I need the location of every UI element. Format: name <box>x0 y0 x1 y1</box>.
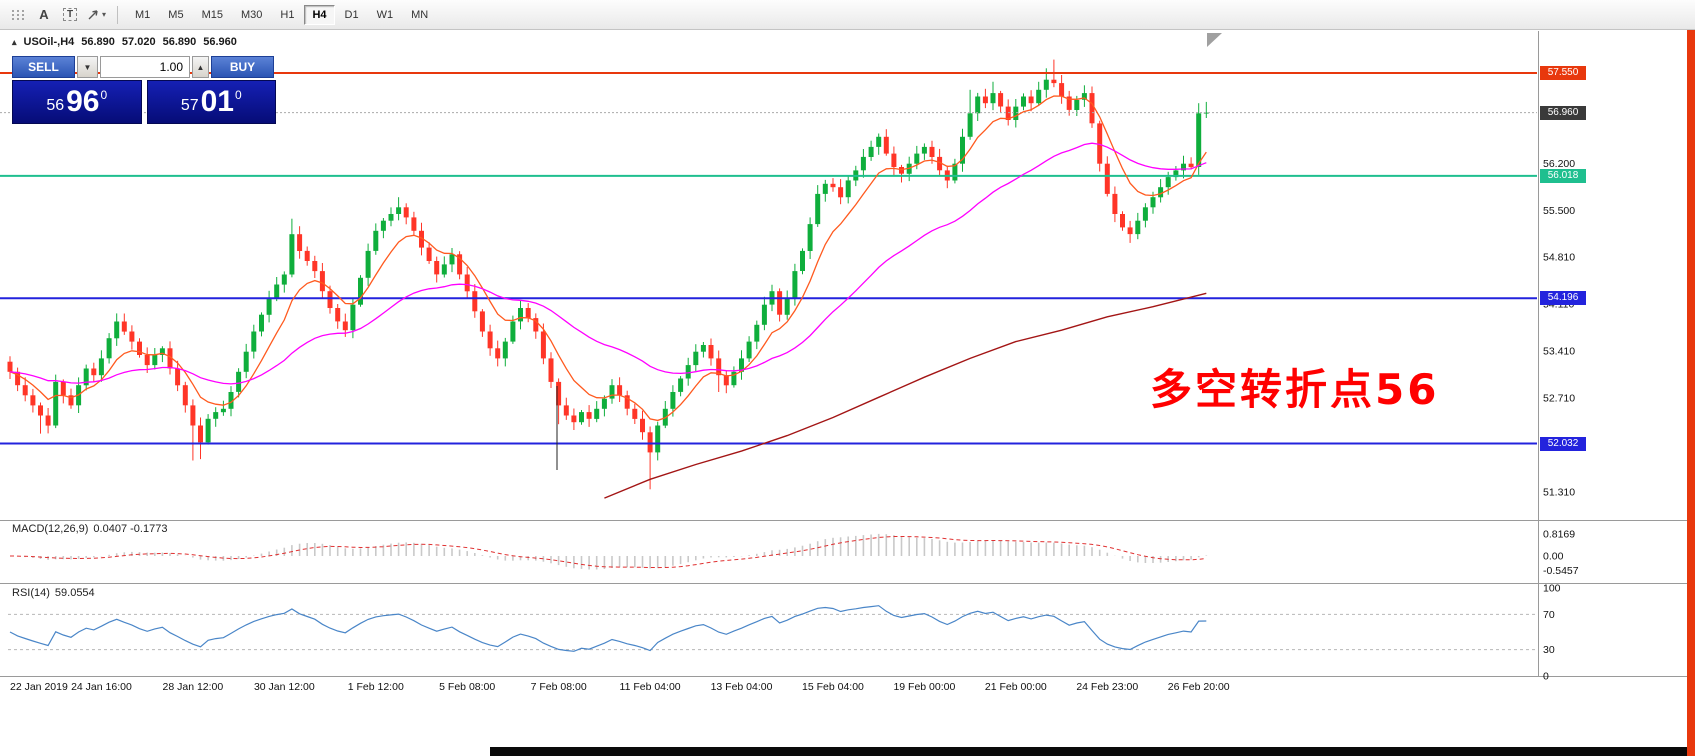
rsi-name: RSI(14) <box>12 587 50 599</box>
ma-fast-line <box>9 95 1207 422</box>
macd-name: MACD(12,26,9) <box>12 523 89 535</box>
time-axis-label: 19 Feb 00:00 <box>893 681 955 693</box>
ma-mid-line <box>9 142 1207 385</box>
rsi-axis-label: 30 <box>1543 644 1555 656</box>
chart-shift-marker-icon[interactable] <box>1207 33 1222 47</box>
rsi-value: 59.0554 <box>54 587 95 599</box>
price-tag-57.550: 57.550 <box>1540 66 1586 80</box>
grid-dots-icon <box>12 9 24 20</box>
time-axis-label: 1 Feb 12:00 <box>348 681 404 693</box>
grid-pattern-tool-button[interactable] <box>6 4 30 26</box>
macd-values: 0.0407 -0.1773 <box>93 523 168 535</box>
price-tag-54.196: 54.196 <box>1540 291 1586 306</box>
chart-text-annotation[interactable]: 多空转折点56 <box>1150 365 1440 414</box>
sell-price-whole: 56 <box>46 97 65 114</box>
time-axis-label: 7 Feb 08:00 <box>531 681 587 693</box>
price-axis-labels: 56.20055.50054.81054.11053.41052.71051.3… <box>1543 158 1579 682</box>
macd-axis-label: 0.00 <box>1543 551 1564 563</box>
price-tag-52.032: 52.032 <box>1540 436 1586 451</box>
macd-histogram <box>16 533 1208 570</box>
macd-axis-label: 0.8169 <box>1543 528 1575 540</box>
volume-increase-button[interactable]: ▲ <box>192 56 209 78</box>
price-tag-56.960: 56.960 <box>1540 105 1586 120</box>
timeframe-d1-button[interactable]: D1 <box>337 5 367 25</box>
timeframe-m5-button[interactable]: M5 <box>160 5 191 25</box>
buy-price-display[interactable]: 57 01 0 <box>146 80 276 124</box>
macd-signal-line <box>9 536 1207 569</box>
volume-decrease-button[interactable]: ▼ <box>77 56 98 78</box>
time-axis-label: 5 Feb 08:00 <box>439 681 495 693</box>
arrow-icon <box>88 10 98 20</box>
timeframe-h1-button[interactable]: H1 <box>272 5 302 25</box>
symbol-ohlc-label: ▴ USOil-,H4 56.890 57.020 56.890 56.960 <box>12 36 237 48</box>
timeframe-button-group: M1 M5 M15 M30 H1 H4 D1 W1 MN <box>127 4 436 25</box>
text-box-tool-button[interactable]: T <box>58 4 82 26</box>
ohlc-high: 57.020 <box>121 36 156 48</box>
rsi-indicator-label: RSI(14) 59.0554 <box>12 587 100 599</box>
sell-button[interactable]: SELL <box>12 56 75 78</box>
chevron-down-icon: ▾ <box>101 10 106 19</box>
sell-price-point: 0 <box>100 88 108 102</box>
text-label-tool-button[interactable]: A <box>32 4 56 26</box>
time-axis-label: 11 Feb 04:00 <box>620 681 681 693</box>
candles <box>7 59 1209 490</box>
time-axis-label: 24 Feb 23:00 <box>1076 681 1138 693</box>
ohlc-open: 56.890 <box>81 36 115 48</box>
sell-price-pips: 96 <box>66 85 100 118</box>
price-axis-label: 56.200 <box>1543 158 1575 170</box>
chevron-up-icon: ▲ <box>196 62 205 72</box>
time-axis-label: 30 Jan 12:00 <box>254 681 315 693</box>
timeframe-w1-button[interactable]: W1 <box>369 5 402 25</box>
timeframe-mn-button[interactable]: MN <box>403 5 436 25</box>
price-axis-label: 53.410 <box>1543 346 1575 358</box>
buy-price-point: 0 <box>234 88 242 102</box>
macd-indicator-label: MACD(12,26,9) 0.0407 -0.1773 <box>12 523 172 535</box>
sell-price-display[interactable]: 56 96 0 <box>12 80 142 124</box>
toolbar: A T ▾ M1 M5 M15 M30 H1 H4 D1 W1 MN <box>0 0 1695 30</box>
price-tag-56.018: 56.018 <box>1540 168 1586 183</box>
rsi-axis-label: 0 <box>1543 671 1549 683</box>
price-axis-label: 52.710 <box>1543 393 1575 405</box>
buy-price-pips: 01 <box>200 85 234 118</box>
rsi-axis-label: 100 <box>1543 583 1561 595</box>
one-click-trading-panel: SELL ▼ ▲ BUY 56 96 0 57 01 0 <box>12 56 276 124</box>
time-axis-labels: 22 Jan 2019 24 Jan 16:00 28 Jan 12:00 30 Ja… <box>10 681 1230 693</box>
volume-input[interactable] <box>100 56 190 78</box>
boxed-t-icon: T <box>62 8 78 21</box>
time-axis-label: 15 Feb 04:00 <box>802 681 864 693</box>
rsi-axis-label: 70 <box>1543 609 1555 621</box>
price-axis-label: 51.310 <box>1543 487 1575 499</box>
timeframe-m30-button[interactable]: M30 <box>233 5 270 25</box>
symbol-title: USOil-,H4 <box>23 36 75 48</box>
timeframe-h4-button[interactable]: H4 <box>304 4 335 25</box>
toolbar-separator <box>117 5 118 24</box>
macd-axis-label: -0.5457 <box>1543 565 1579 577</box>
ohlc-low: 56.890 <box>162 36 197 48</box>
rsi-line <box>9 605 1207 652</box>
time-axis-label: 22 Jan 2019 <box>10 681 68 693</box>
arrow-tool-button[interactable]: ▾ <box>84 4 108 26</box>
time-axis-label: 24 Jan 16:00 <box>71 681 132 693</box>
letter-a-icon: A <box>39 7 49 22</box>
ohlc-close: 56.960 <box>203 36 237 48</box>
bottom-black-bar <box>490 747 1695 756</box>
price-axis-label: 54.810 <box>1543 251 1575 263</box>
time-axis-label: 28 Jan 12:00 <box>163 681 224 693</box>
timeframe-m15-button[interactable]: M15 <box>194 5 231 25</box>
time-axis-label: 26 Feb 20:00 <box>1168 681 1230 693</box>
time-axis-label: 21 Feb 00:00 <box>985 681 1047 693</box>
buy-button[interactable]: BUY <box>211 56 274 78</box>
chevron-down-icon: ▼ <box>83 62 92 72</box>
right-red-strip <box>1687 30 1695 756</box>
price-axis-label: 55.500 <box>1543 205 1575 217</box>
ma-slow-line <box>604 292 1207 499</box>
buy-price-whole: 57 <box>180 97 199 114</box>
time-axis-label: 13 Feb 04:00 <box>711 681 773 693</box>
symbol-marker-icon: ▴ <box>12 36 17 47</box>
timeframe-m1-button[interactable]: M1 <box>127 5 158 25</box>
